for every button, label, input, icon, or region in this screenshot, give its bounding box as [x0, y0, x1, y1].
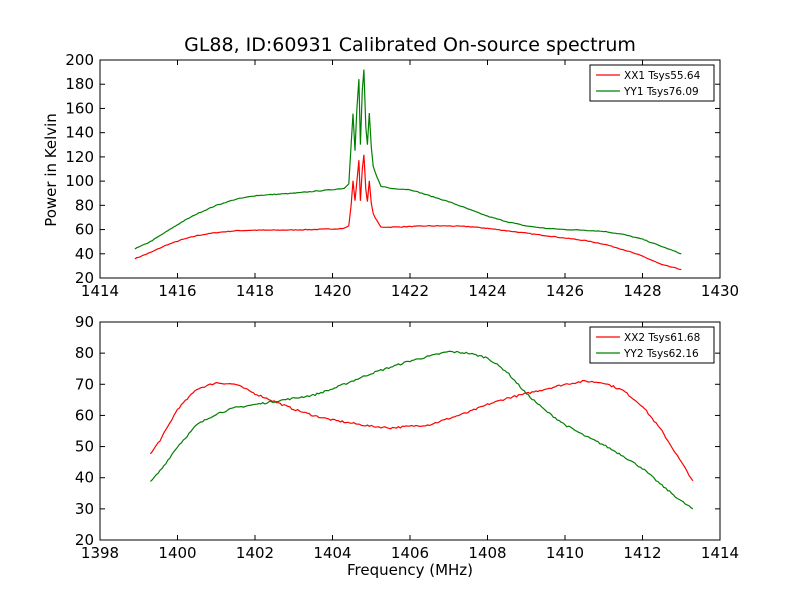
- bottom-x-tick-label: 1400: [158, 544, 196, 562]
- bottom-x-tick-label: 1410: [546, 544, 584, 562]
- bottom-legend-label: XX2 Tsys61.68: [624, 332, 700, 344]
- bottom-x-tick-label: 1402: [236, 544, 274, 562]
- top-plot: 1414 1416 1418 1420 1422 1424 1426 1428 1430 20 40…: [65, 51, 739, 300]
- top-legend-label: YY1 Tsys76.09: [623, 86, 699, 98]
- bottom-x-tick-label: 1404: [313, 544, 351, 562]
- top-x-tick-label: 1430: [701, 282, 739, 300]
- bottom-x-axis-label: Frequency (MHz): [346, 561, 474, 579]
- top-legend: XX1 Tsys55.64 YY1 Tsys76.09: [589, 64, 715, 102]
- top-y-tick-label: 180: [65, 75, 94, 93]
- figure-title: GL88, ID:60931 Calibrated On-source spec…: [184, 34, 636, 56]
- top-y-axis-label: Power in Kelvin: [42, 113, 60, 227]
- top-y-tick-label: 140: [65, 124, 94, 142]
- top-y-tick-label: 120: [65, 148, 94, 166]
- bottom-series-xx-line: [149, 379, 694, 482]
- top-y-tick-label: 40: [75, 245, 94, 263]
- top-y-tick-label: 100: [65, 172, 94, 190]
- bottom-y-tick-label: 20: [75, 531, 94, 549]
- top-x-tick-label: 1428: [623, 282, 661, 300]
- bottom-x-tick-label: 1398: [81, 544, 119, 562]
- bottom-legend-label: YY2 Tsys62.16: [623, 348, 699, 360]
- top-y-tick-label: 20: [75, 269, 94, 287]
- top-legend-label: XX1 Tsys55.64: [624, 70, 701, 82]
- top-x-tick-label: 1418: [236, 282, 274, 300]
- bottom-plot: 1398 1400 1402 1404 1406 1408 1410 1412 1414 20 30…: [75, 313, 739, 562]
- bottom-y-tick-label: 90: [75, 313, 94, 331]
- bottom-series-yy-line: [149, 350, 694, 510]
- bottom-y-tick-label: 30: [75, 500, 94, 518]
- bottom-y-tick-label: 40: [75, 469, 94, 487]
- top-y-tick-label: 200: [65, 51, 94, 69]
- top-x-tick-label: 1422: [391, 282, 429, 300]
- bottom-x-tick-label: 1412: [623, 544, 661, 562]
- top-y-tick-label: 80: [75, 196, 94, 214]
- top-x-tick-label: 1424: [468, 282, 506, 300]
- bottom-y-tick-label: 70: [75, 375, 94, 393]
- top-y-tick-label: 60: [75, 221, 94, 239]
- bottom-x-tick-label: 1408: [468, 544, 506, 562]
- bottom-legend: XX2 Tsys61.68 YY2 Tsys62.16: [589, 326, 715, 364]
- top-y-tick-label: 160: [65, 99, 94, 117]
- top-x-tick-label: 1414: [81, 282, 119, 300]
- bottom-legend-box: [589, 326, 715, 364]
- top-series-xx-line: [134, 154, 682, 271]
- bottom-x-tick-label: 1414: [701, 544, 739, 562]
- top-series-yy-line: [134, 69, 682, 255]
- bottom-y-tick-label: 50: [75, 438, 94, 456]
- top-x-tick-label: 1416: [158, 282, 196, 300]
- bottom-y-tick-label: 60: [75, 406, 94, 424]
- top-legend-box: [589, 64, 715, 102]
- bottom-y-tick-label: 80: [75, 344, 94, 362]
- bottom-x-tick-label: 1406: [391, 544, 429, 562]
- top-x-tick-label: 1420: [313, 282, 351, 300]
- top-x-tick-label: 1426: [546, 282, 584, 300]
